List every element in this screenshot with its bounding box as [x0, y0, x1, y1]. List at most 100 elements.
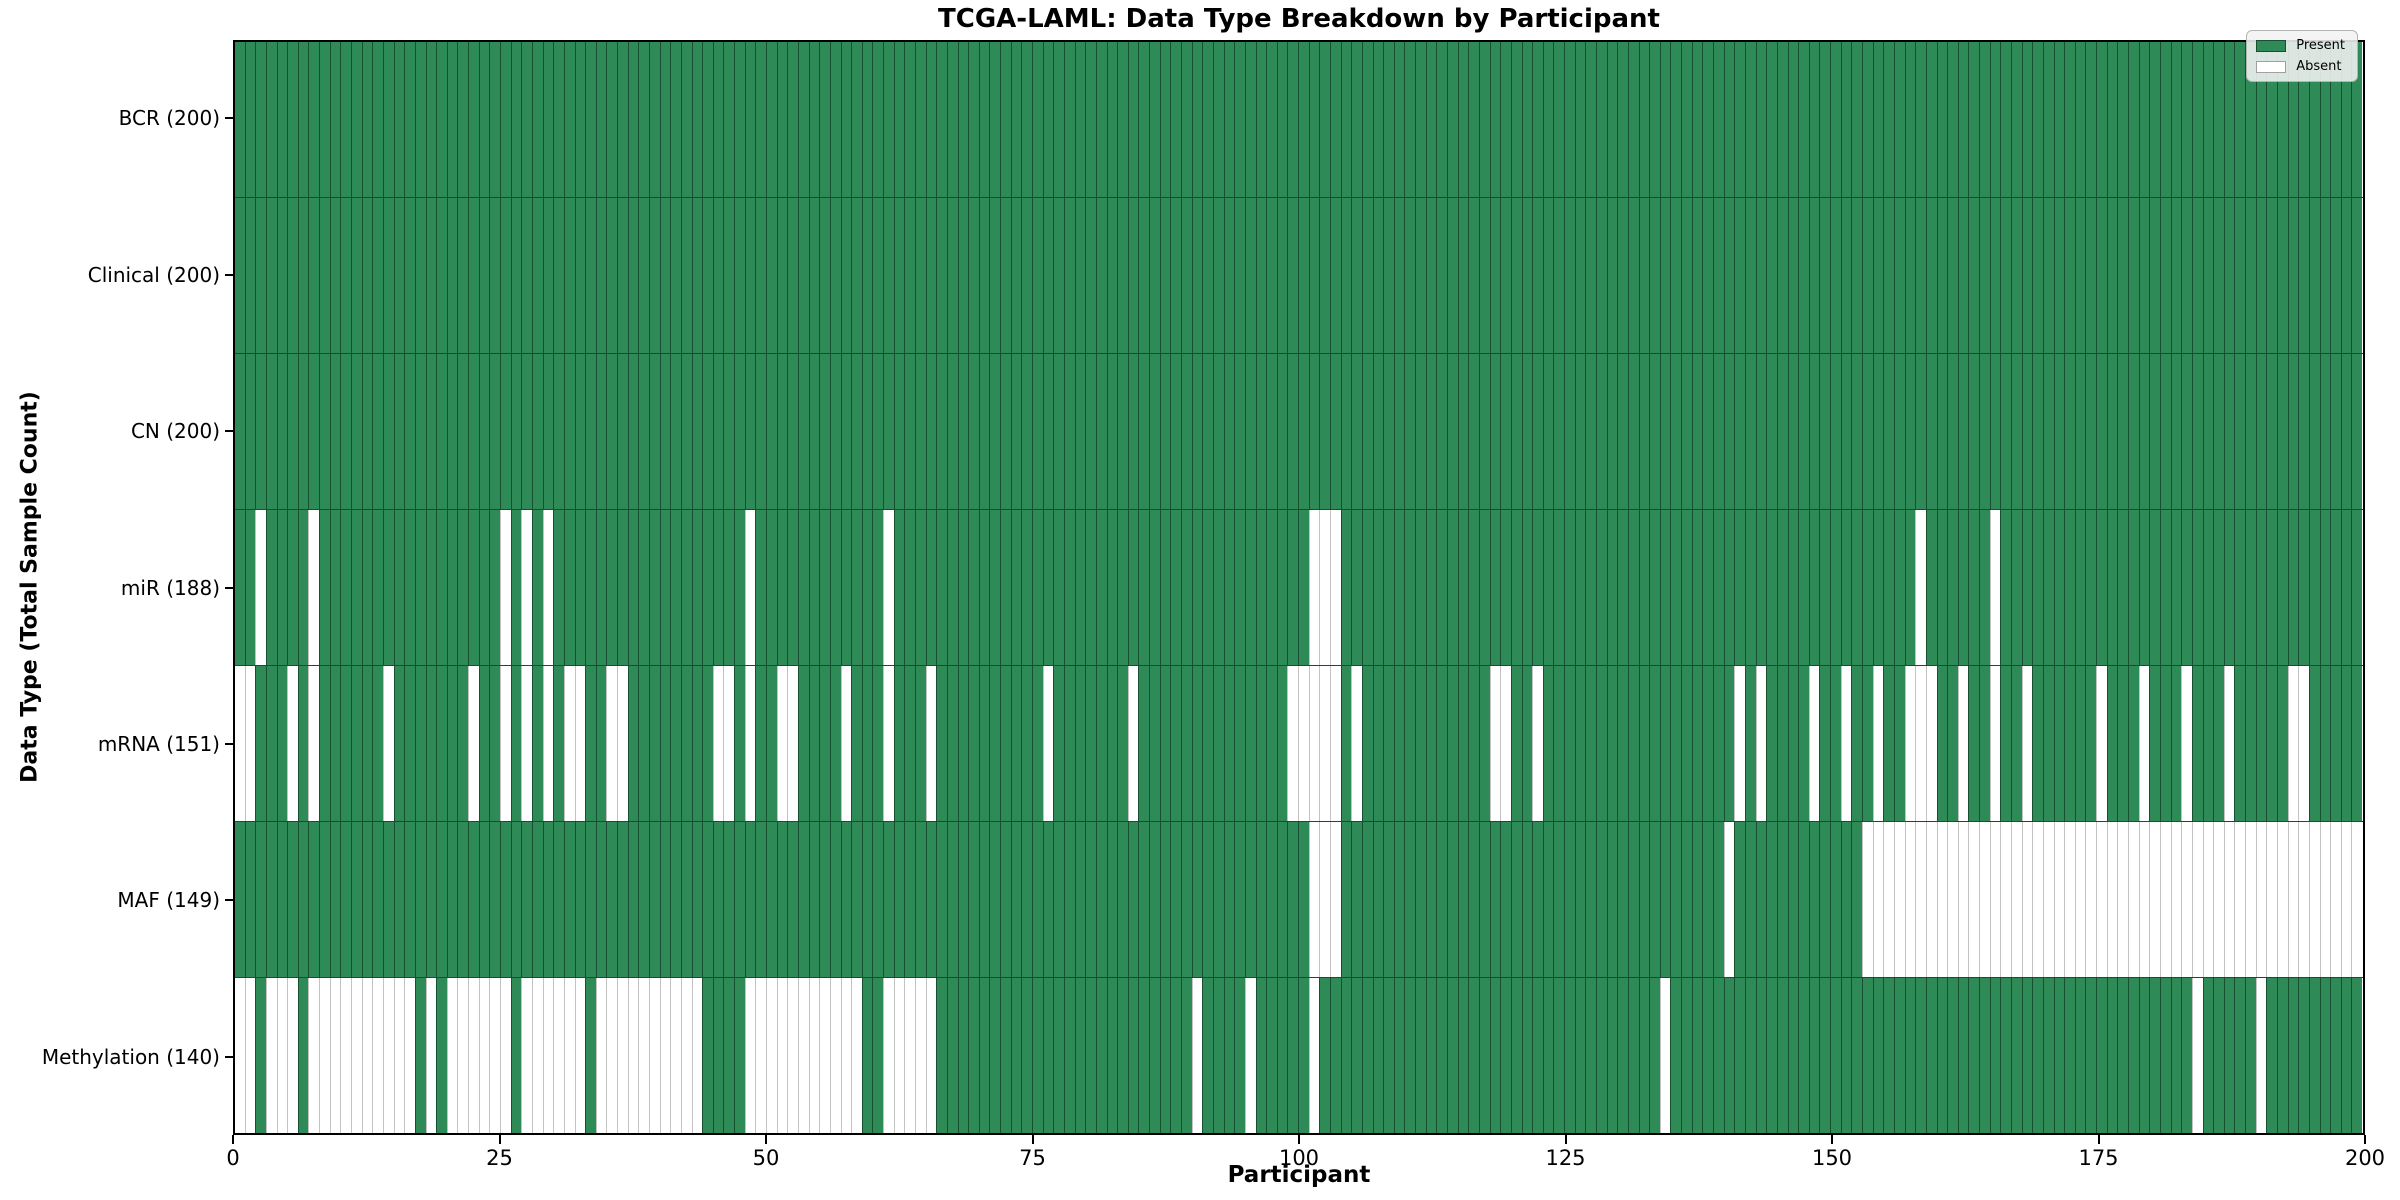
cell-MAF-30 [553, 822, 564, 977]
cell-CN-105 [1351, 354, 1362, 509]
cell-MAF-157 [1904, 822, 1916, 977]
cell-miR-78 [1063, 510, 1075, 665]
cell-CN-180 [2149, 354, 2160, 509]
cell-Clinical-11 [351, 198, 362, 353]
cell-BCR-38 [638, 42, 649, 197]
cell-mRNA-83 [1117, 666, 1128, 821]
cell-Clinical-98 [1276, 198, 1288, 353]
cell-BCR-14 [382, 42, 394, 197]
cell-Clinical-156 [1893, 198, 1905, 353]
cell-BCR-1 [244, 42, 256, 197]
x-tick-mark [1031, 1135, 1034, 1144]
cell-mRNA-152 [1851, 666, 1863, 821]
cell-CN-128 [1596, 354, 1607, 509]
cell-MAF-136 [1681, 822, 1692, 977]
cell-MAF-73 [1010, 822, 1022, 977]
cell-MAF-123 [1542, 822, 1554, 977]
cell-Clinical-104 [1340, 198, 1352, 353]
cell-miR-73 [1010, 510, 1022, 665]
cell-CN-0 [235, 354, 245, 509]
cell-miR-135 [1670, 510, 1682, 665]
cell-CN-2 [255, 354, 266, 509]
cell-Methylation-146 [1787, 978, 1799, 1133]
cell-CN-78 [1063, 354, 1075, 509]
cell-CN-165 [1989, 354, 2001, 509]
cell-MAF-143 [1755, 822, 1767, 977]
y-tick-label-CN: CN (200) [130, 419, 220, 444]
cell-CN-7 [308, 354, 320, 509]
cell-CN-168 [2021, 354, 2033, 509]
cell-CN-58 [851, 354, 862, 509]
cell-mRNA-58 [851, 666, 862, 821]
cell-Clinical-127 [1585, 198, 1596, 353]
cell-BCR-197 [2330, 42, 2341, 197]
cell-mRNA-55 [819, 666, 830, 821]
cell-CN-156 [1893, 354, 1905, 509]
cell-mRNA-97 [1266, 666, 1277, 821]
cell-mRNA-98 [1276, 666, 1288, 821]
cell-Methylation-118 [1489, 978, 1501, 1133]
cell-mRNA-151 [1840, 666, 1852, 821]
cell-BCR-50 [766, 42, 777, 197]
cell-MAF-197 [2330, 822, 2341, 977]
cell-Clinical-118 [1489, 198, 1501, 353]
cell-BCR-69 [968, 42, 979, 197]
cell-CN-189 [2245, 354, 2256, 509]
cell-miR-3 [265, 510, 277, 665]
cell-BCR-26 [510, 42, 522, 197]
cell-Methylation-193 [2287, 978, 2299, 1133]
cell-BCR-32 [574, 42, 586, 197]
cell-BCR-106 [1361, 42, 1373, 197]
cell-Clinical-56 [829, 198, 841, 353]
cell-Clinical-121 [1521, 198, 1533, 353]
cell-miR-75 [1032, 510, 1043, 665]
cell-Clinical-27 [521, 198, 532, 353]
cell-CN-173 [2074, 354, 2086, 509]
cell-Methylation-49 [755, 978, 767, 1133]
cell-Methylation-18 [425, 978, 437, 1133]
cell-mRNA-23 [478, 666, 490, 821]
cell-mRNA-189 [2245, 666, 2256, 821]
cell-BCR-185 [2202, 42, 2214, 197]
cell-miR-16 [404, 510, 415, 665]
cell-mRNA-68 [957, 666, 969, 821]
cell-MAF-196 [2319, 822, 2331, 977]
cell-CN-29 [542, 354, 554, 509]
cell-mRNA-125 [1564, 666, 1575, 821]
cell-miR-7 [308, 510, 320, 665]
cell-Clinical-89 [1181, 198, 1192, 353]
cell-mRNA-84 [1127, 666, 1139, 821]
cell-mRNA-164 [1979, 666, 1990, 821]
cell-MAF-71 [989, 822, 1001, 977]
cell-Clinical-39 [648, 198, 660, 353]
cell-miR-42 [680, 510, 692, 665]
cell-MAF-198 [2340, 822, 2352, 977]
cell-Methylation-100 [1298, 978, 1309, 1133]
cell-miR-60 [872, 510, 884, 665]
cell-BCR-111 [1415, 42, 1426, 197]
cell-Clinical-189 [2245, 198, 2256, 353]
cell-mRNA-128 [1596, 666, 1607, 821]
cell-MAF-175 [2096, 822, 2107, 977]
cell-Clinical-42 [680, 198, 692, 353]
cell-MAF-39 [648, 822, 660, 977]
cell-miR-111 [1415, 510, 1426, 665]
cell-CN-138 [1702, 354, 1714, 509]
cell-Clinical-140 [1723, 198, 1735, 353]
cell-BCR-180 [2149, 42, 2160, 197]
cell-mRNA-31 [563, 666, 575, 821]
cell-Clinical-46 [723, 198, 735, 353]
cell-BCR-132 [1638, 42, 1650, 197]
cell-BCR-149 [1819, 42, 1831, 197]
cell-miR-63 [904, 510, 915, 665]
x-tick-label-175: 175 [2078, 1146, 2119, 1170]
cell-Methylation-137 [1691, 978, 1703, 1133]
cell-mRNA-28 [531, 666, 543, 821]
cell-MAF-83 [1117, 822, 1128, 977]
cell-miR-100 [1298, 510, 1309, 665]
cell-MAF-162 [1957, 822, 1969, 977]
cell-mRNA-105 [1351, 666, 1362, 821]
cell-Clinical-117 [1478, 198, 1490, 353]
cell-Clinical-26 [510, 198, 522, 353]
cell-Clinical-102 [1319, 198, 1330, 353]
